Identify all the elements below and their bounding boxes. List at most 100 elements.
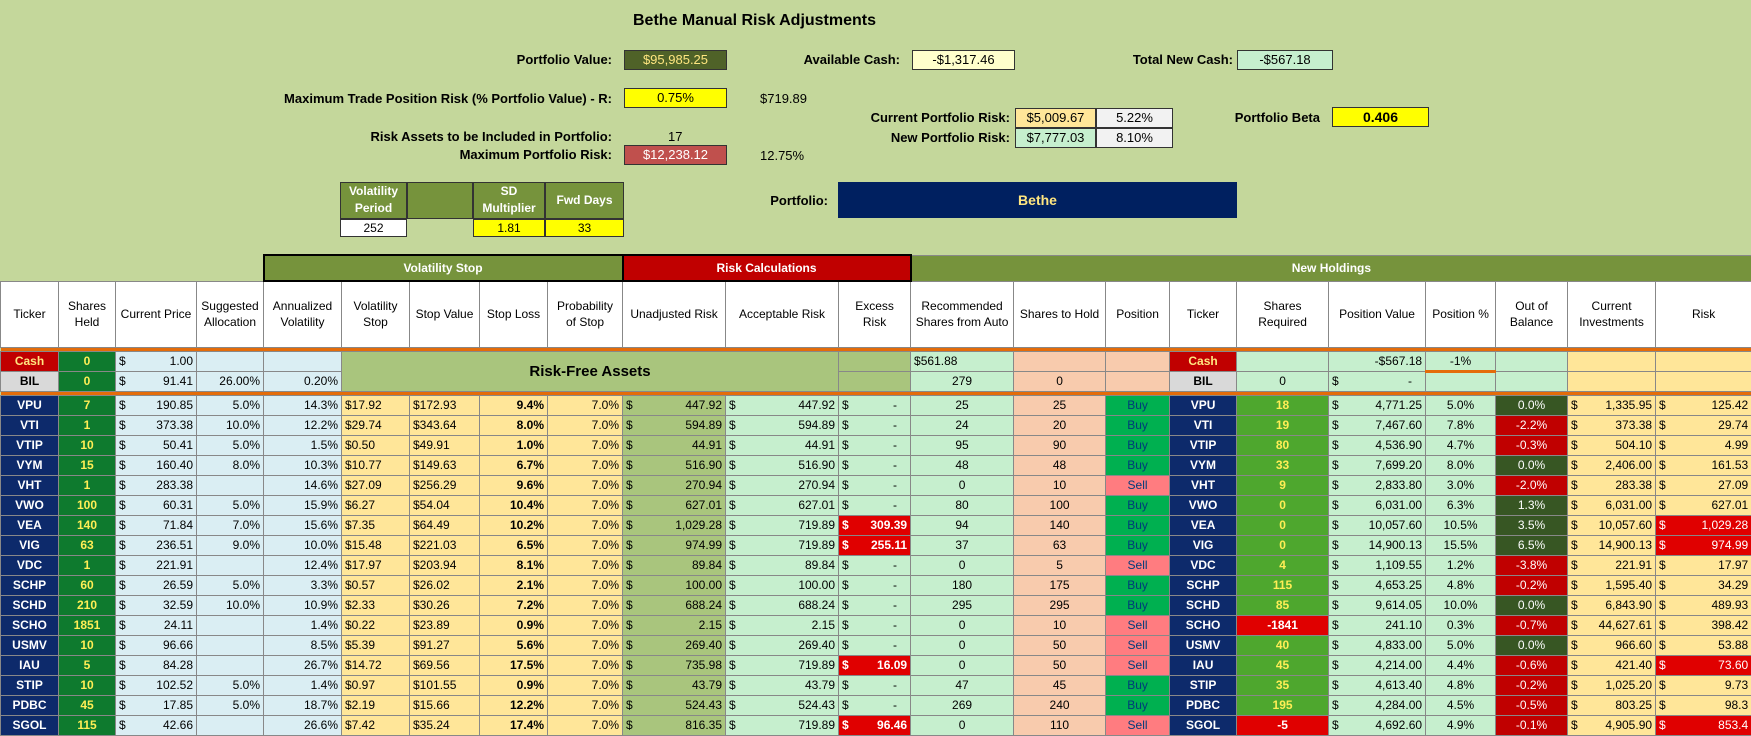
header-16: Shares Required xyxy=(1237,281,1329,347)
shares-to-hold: 10 xyxy=(1014,475,1106,495)
position-value: $4,653.25 xyxy=(1329,575,1426,595)
ticker[interactable]: SGOL xyxy=(1,715,59,735)
recommended-shares: 0 xyxy=(911,715,1014,735)
ticker[interactable]: SCHP xyxy=(1,575,59,595)
position-action[interactable]: Buy xyxy=(1106,575,1170,595)
recommended-shares: 37 xyxy=(911,535,1014,555)
position-action[interactable]: Buy xyxy=(1106,495,1170,515)
excess-risk: $- xyxy=(839,575,911,595)
probability-of-stop: 7.0% xyxy=(548,715,623,735)
empty-header xyxy=(407,182,473,219)
ticker[interactable]: VTIP xyxy=(1,435,59,455)
volatility-stop: $7.42 xyxy=(342,715,410,735)
position-action[interactable]: Buy xyxy=(1106,455,1170,475)
excess-risk: $- xyxy=(839,475,911,495)
ticker[interactable]: SCHD xyxy=(1,595,59,615)
fwd-days-value[interactable]: 33 xyxy=(545,219,624,237)
acceptable-risk: $719.89 xyxy=(726,655,839,675)
shares-required: 85 xyxy=(1237,595,1329,615)
position-value: $7,467.60 xyxy=(1329,415,1426,435)
risk: $161.53 xyxy=(1656,455,1751,475)
shares-held: 1 xyxy=(59,415,116,435)
sd-multiplier-value[interactable]: 1.81 xyxy=(473,219,545,237)
position-action[interactable]: Buy xyxy=(1106,535,1170,555)
position-action[interactable]: Sell xyxy=(1106,635,1170,655)
position-action[interactable]: Buy xyxy=(1106,595,1170,615)
header-13: Shares to Hold xyxy=(1014,281,1106,347)
position-pct: 7.8% xyxy=(1426,415,1496,435)
max-portfolio-risk-pct: 12.75% xyxy=(760,148,804,163)
position-action[interactable]: Buy xyxy=(1106,675,1170,695)
ticker[interactable]: SCHO xyxy=(1,615,59,635)
ticker[interactable]: VPU xyxy=(1,395,59,415)
probability-of-stop: 7.0% xyxy=(548,495,623,515)
shares-to-hold: 50 xyxy=(1014,635,1106,655)
position-action[interactable]: Sell xyxy=(1106,615,1170,635)
stop-loss: 9.4% xyxy=(480,395,548,415)
out-of-balance: 0.0% xyxy=(1496,635,1568,655)
position-pct: 8.0% xyxy=(1426,455,1496,475)
shares-held: 10 xyxy=(59,635,116,655)
position-value: $4,536.90 xyxy=(1329,435,1426,455)
current-investments: $4,905.90 xyxy=(1568,715,1656,735)
probability-of-stop: 7.0% xyxy=(548,615,623,635)
ticker[interactable]: VYM xyxy=(1,455,59,475)
acceptable-risk: $524.43 xyxy=(726,695,839,715)
page-title: Bethe Manual Risk Adjustments xyxy=(633,12,876,30)
stop-value: $54.04 xyxy=(410,495,480,515)
position-action[interactable]: Sell xyxy=(1106,715,1170,735)
max-trade-pct[interactable]: 0.75% xyxy=(624,88,727,108)
ticker[interactable]: VTI xyxy=(1,415,59,435)
ticker[interactable]: VDC xyxy=(1,555,59,575)
vol-period-value[interactable]: 252 xyxy=(340,219,407,237)
portfolio-beta[interactable]: 0.406 xyxy=(1332,107,1429,127)
position-action[interactable]: Buy xyxy=(1106,695,1170,715)
max-portfolio-risk-label: Maximum Portfolio Risk: xyxy=(400,147,612,162)
position-action[interactable]: Buy xyxy=(1106,395,1170,415)
ticker[interactable]: Cash xyxy=(1,351,59,371)
ticker-new: VWO xyxy=(1170,495,1237,515)
position-action[interactable]: Sell xyxy=(1106,655,1170,675)
position-action[interactable]: Sell xyxy=(1106,475,1170,495)
ticker[interactable]: PDBC xyxy=(1,695,59,715)
shares-to-hold: 45 xyxy=(1014,675,1106,695)
position-value: $9,614.05 xyxy=(1329,595,1426,615)
current-price: $1.00 xyxy=(116,351,197,371)
annualized-volatility: 15.9% xyxy=(264,495,342,515)
ticker[interactable]: VHT xyxy=(1,475,59,495)
ticker-new: BIL xyxy=(1170,371,1237,391)
ticker[interactable]: USMV xyxy=(1,635,59,655)
unadjusted-risk: $524.43 xyxy=(623,695,726,715)
position-action[interactable]: Buy xyxy=(1106,415,1170,435)
shares-held: 1 xyxy=(59,475,116,495)
ticker-new: VTI xyxy=(1170,415,1237,435)
acceptable-risk: $627.01 xyxy=(726,495,839,515)
position-value: $2,833.80 xyxy=(1329,475,1426,495)
total-new-cash-label: Total New Cash: xyxy=(1080,52,1233,67)
bil-row: BIL 0 $91.41 26.00% 0.20% 279 0 BIL 0 $- xyxy=(1,371,1751,391)
stop-loss: 0.9% xyxy=(480,675,548,695)
header-1: Shares Held xyxy=(59,281,116,347)
stop-value: $15.66 xyxy=(410,695,480,715)
volatility-stop: $27.09 xyxy=(342,475,410,495)
out-of-balance: 6.5% xyxy=(1496,535,1568,555)
ticker[interactable]: VIG xyxy=(1,535,59,555)
position-action[interactable]: Buy xyxy=(1106,515,1170,535)
position-action[interactable]: Sell xyxy=(1106,555,1170,575)
current-investments: $803.25 xyxy=(1568,695,1656,715)
shares-required: 45 xyxy=(1237,655,1329,675)
position-action[interactable]: Buy xyxy=(1106,435,1170,455)
volatility-stop: $14.72 xyxy=(342,655,410,675)
ticker[interactable]: BIL xyxy=(1,371,59,391)
position-value: $7,699.20 xyxy=(1329,455,1426,475)
volatility-stop: $10.77 xyxy=(342,455,410,475)
current-price: $283.38 xyxy=(116,475,197,495)
ticker[interactable]: VEA xyxy=(1,515,59,535)
volatility-stop: $5.39 xyxy=(342,635,410,655)
probability-of-stop: 7.0% xyxy=(548,535,623,555)
ticker[interactable]: VWO xyxy=(1,495,59,515)
ticker[interactable]: STIP xyxy=(1,675,59,695)
ticker[interactable]: IAU xyxy=(1,655,59,675)
